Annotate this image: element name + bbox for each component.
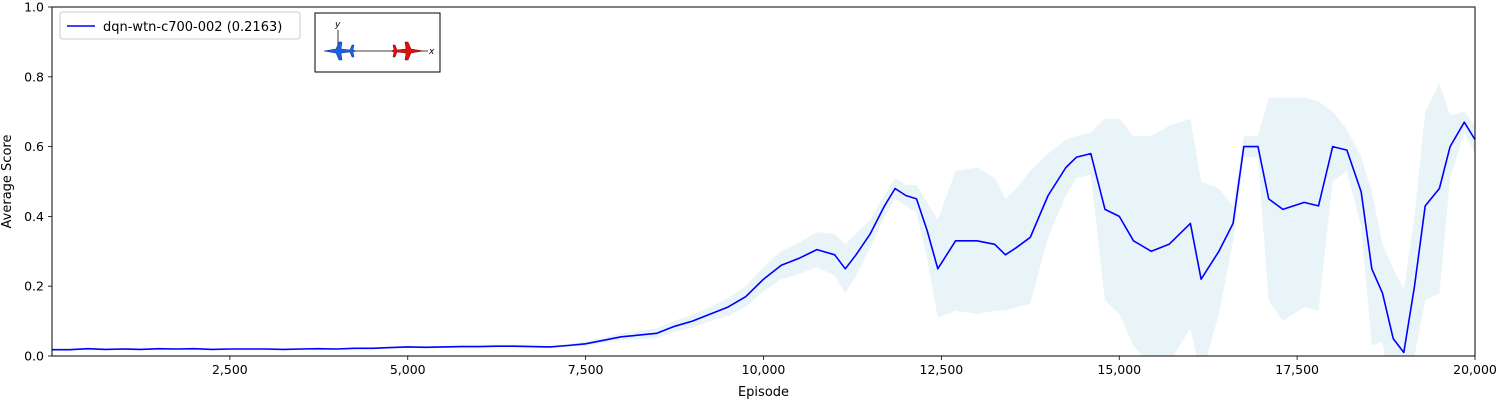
y-tick-label: 0.8 bbox=[24, 69, 44, 84]
series-confidence-band bbox=[52, 83, 1475, 356]
plot-layer bbox=[52, 83, 1475, 356]
inset-x-axis-label: x bbox=[428, 47, 435, 57]
x-tick-label: 7,500 bbox=[568, 362, 604, 377]
y-tick-label: 0.6 bbox=[24, 139, 44, 154]
x-tick-label: 12,500 bbox=[920, 362, 964, 377]
y-tick-label: 0.4 bbox=[24, 209, 44, 224]
y-tick-label: 1.0 bbox=[24, 0, 44, 15]
legend-box bbox=[59, 11, 301, 40]
x-tick-label: 17,500 bbox=[1275, 362, 1319, 377]
x-tick-label: 5,000 bbox=[390, 362, 426, 377]
legend-entry-label: dqn-wtn-c700-002 (0.2163) bbox=[103, 20, 282, 35]
x-tick-label: 2,500 bbox=[212, 362, 248, 377]
x-tick-label: 20,000 bbox=[1453, 362, 1497, 377]
y-axis-label: Average Score bbox=[0, 135, 15, 229]
x-axis-ticks: 2,500 5,000 7,500 10,000 12,500 15,000 17,500 2… bbox=[212, 356, 1497, 377]
series-line bbox=[52, 121, 1475, 354]
y-tick-label: 0.0 bbox=[24, 349, 44, 364]
inset-diagram: x y bbox=[314, 12, 441, 73]
y-tick-label: 0.2 bbox=[24, 279, 44, 294]
inset-frame bbox=[314, 12, 441, 73]
y-axis-ticks: 0.0 0.2 0.4 0.6 0.8 1.0 bbox=[24, 0, 52, 364]
blue-jet-icon bbox=[323, 41, 357, 61]
x-tick-label: 10,000 bbox=[742, 362, 786, 377]
legend: dqn-wtn-c700-002 (0.2163) bbox=[59, 11, 301, 40]
inset-y-axis-label: y bbox=[334, 20, 341, 30]
red-jet-icon bbox=[390, 41, 424, 61]
x-tick-label: 15,000 bbox=[1097, 362, 1141, 377]
x-axis-label: Episode bbox=[738, 385, 789, 400]
